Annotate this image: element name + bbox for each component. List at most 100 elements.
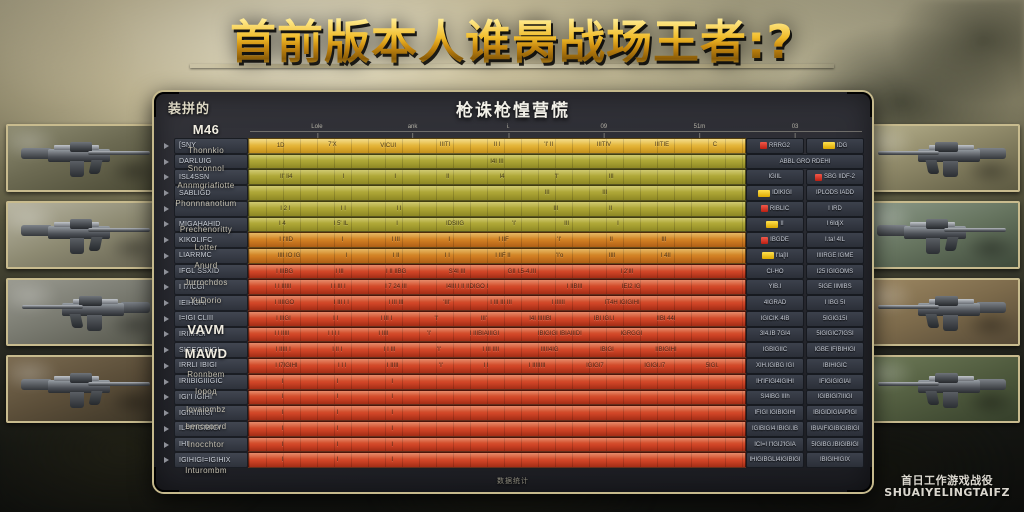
stat-bar-cell[interactable]: I 2 II II I III II [248,201,746,217]
weapon-card[interactable] [862,278,1020,346]
table-row[interactable]: IRIIIHGI I I IIIII I I I II IIII 'I' I IIIBI… [162,327,864,343]
row-label-cell[interactable]: I=IGI CLIII [174,311,248,327]
table-row[interactable]: DARLUIG I4I III ABBL GRO RDEHI [162,154,864,170]
detail-cell[interactable]: IIIIRGE IGME [806,248,864,264]
table-row[interactable]: ISL4SSN II' Ii4 I I II I4 'I' III IGIIL SBG IIDF-… [162,169,864,185]
row-label-cell[interactable]: IFGL SSXID [174,264,248,280]
detail-cell[interactable]: 5IGIBG.IBIGIBIGI [806,437,864,453]
table-row[interactable]: [SNY ௽1D 7'X ௽VICUI IIITI II I 'I' II IIITIV III… [162,138,864,154]
detail-cell[interactable]: YIB.I [746,279,804,295]
stat-bar-cell[interactable]: IIII IO IG I I II I I I IIF II 'I'o IIII I 4II [248,248,746,264]
table-row[interactable]: IEIHGHI I IIIIGO I III I II III III 'III' I … [162,295,864,311]
detail-cell[interactable]: IGBE IFIBIHIGI [806,342,864,358]
stat-bar-cell[interactable]: II' Ii4 I I II I4 'I' III [248,169,746,185]
detail-cell[interactable]: I IBG 5I [806,295,864,311]
row-label-cell[interactable]: SABLIGD [174,185,248,201]
detail-cell[interactable]: 5IGIGIC7IGSI [806,327,864,343]
table-row[interactable]: I I7ICGI I I IIIIII I I III I I 7 24 III I4I… [162,279,864,295]
table-row[interactable]: IFGL SSXID I IIIBG I III I II IIBG S'4I III G… [162,264,864,280]
detail-cell[interactable]: RRRG2 [746,138,804,154]
detail-cell[interactable]: IDIKIGI [746,185,804,201]
row-label-cell[interactable]: IGIHIGI=IGIHIX [174,452,248,468]
detail-cell[interactable]: CI-HO [746,264,804,280]
table-row[interactable]: IGIHIGI=IGIHIX I I I IHIGIBGLI4IGIBIGI IBIGIH… [162,452,864,468]
stat-bar-cell[interactable]: I IIIGI I I I III I 'I' III' I4I IIIIIBI IBI I… [248,311,746,327]
detail-cell[interactable]: 5IGIG15I [806,311,864,327]
table-row[interactable]: LIARRMC IIII IO IG I I II I II IIF II 'I'o III… [162,248,864,264]
detail-cell[interactable]: IBIHIGIC [806,358,864,374]
weapon-card[interactable]: IGIGIBIGIFIC I'I'I [862,201,1020,269]
detail-cell[interactable]: IBIAIFIGIBIGIBIGI [806,421,864,437]
row-label-cell[interactable]: IHI [174,437,248,453]
detail-cell[interactable]: IBIGIDIGIAIPIGI [806,405,864,421]
row-label-cell[interactable]: SIGEGIDIGI [174,342,248,358]
stat-bar-cell[interactable]: I IIIII I I II I I I III 'I' I III IIII IIIII… [248,342,746,358]
detail-cell[interactable]: IGIBIGI4 IBIGI.IB [746,421,804,437]
detail-cell[interactable]: I IRD [806,201,864,217]
stat-bar-cell[interactable]: I IIIBG I III I II IIBG S'4I III GII I.5-4.I… [248,264,746,280]
detail-cell[interactable]: IPLODS IADD [806,185,864,201]
detail-cell[interactable]: IFIGIGIGIAI [806,374,864,390]
stat-bar-cell[interactable]: I IIIIGO I III I II III III 'III' I III III… [248,295,746,311]
table-row[interactable]: IGI'I IGIHI I I I SI4IBG IIIh IGIBIGI7IIIGI [162,390,864,406]
detail-cell[interactable]: IHIGIBGLI4IGIBIGI [746,452,804,468]
table-row[interactable]: IRRLI IBIGI I I7IGIHI I I II IIIII 'I' I II … [162,358,864,374]
row-label-cell[interactable]: KIKOLIFC [174,232,248,248]
table-row[interactable]: MIGAHAHID I 4I 5' IL I IDSIIG 'I' III I II I 6Id… [162,217,864,233]
detail-cell[interactable]: IBGDE [746,232,804,248]
row-label-cell[interactable]: DARLUIG [174,154,248,170]
stat-bar-cell[interactable]: III [248,374,746,390]
stat-bar-cell[interactable]: III [248,405,746,421]
row-label-cell[interactable]: ISL4SSN [174,169,248,185]
weapon-card[interactable] [6,355,164,423]
row-label-cell[interactable]: IL=I7IGIBIGI [174,421,248,437]
row-label-cell[interactable]: IRIIIHGI [174,327,248,343]
stat-bar-cell[interactable]: III [248,390,746,406]
detail-cell[interactable]: SBG IIDF-2 [806,169,864,185]
weapon-card[interactable] [862,124,1020,192]
detail-cell[interactable]: IDG [806,138,864,154]
stat-bar-cell[interactable]: I 4I 5' IL I IDSIIG 'I' III I [248,217,746,233]
detail-cell[interactable]: 4IGRAD [746,295,804,311]
stat-bar-cell[interactable]: III [248,452,746,468]
detail-cell[interactable]: XIH.IGIBG IGI [746,358,804,374]
stat-bar-cell[interactable]: III [248,437,746,453]
table-row[interactable]: SIGEGIDIGI I IIIII II II II I III 'I' I III… [162,342,864,358]
stat-bar-cell[interactable]: ௽1D 7'X ௽VICUI IIITI II I 'I' II IIITIV IIITIE C [248,138,746,154]
detail-cell[interactable]: SI4IBG IIIh [746,390,804,406]
detail-cell[interactable]: ICI=I I'IGIJ'IGIA [746,437,804,453]
stat-bar-cell[interactable]: III III [248,185,746,201]
table-row[interactable]: IL=I7IGIBIGI I I I IGIBIGI4 IBIGI.IB IBIAIFIG… [162,421,864,437]
table-row[interactable]: I=IGI CLIII I IIIGI I II III I 'I' III' I4I I… [162,311,864,327]
weapon-card[interactable] [6,124,164,192]
weapon-card[interactable] [862,355,1020,423]
row-label-cell[interactable]: IEIHGHI [174,295,248,311]
detail-cell[interactable]: 3I4.IB 7GI4 [746,327,804,343]
detail-cell[interactable]: IGIIL [746,169,804,185]
table-row[interactable]: KIKOLIFC I I'IID I I III I I IIF 'I' II III IBGDE… [162,232,864,248]
stat-bar-cell[interactable]: I I IIIIII I I III I I 7 24 III I4III I II … [248,279,746,295]
weapon-card[interactable] [6,278,164,346]
stat-bar-cell[interactable]: I I7IGIHI I I I I IIIII 'I' I I I IIIIIIII IGI… [248,358,746,374]
table-row[interactable]: I 2 II II I III II RIBLIC I IRD [162,201,864,217]
row-label-cell[interactable] [174,201,248,217]
row-label-cell[interactable]: I I7ICGI [174,279,248,295]
detail-cell[interactable]: RIBLIC [746,201,804,217]
row-label-cell[interactable]: IGIHIIIIIGI [174,405,248,421]
table-row[interactable]: IHI I I I ICI=I I'IGIJ'IGIA 5IGIBG.IBIGIBIGI [162,437,864,453]
detail-cell[interactable]: I25 IGIGOMS [806,264,864,280]
stat-bar-cell[interactable]: I I'IID I I III I I IIF 'I' II III [248,232,746,248]
detail-cell[interactable]: IGIBIGI7IIIGI [806,390,864,406]
row-label-cell[interactable]: IGI'I IGIHI [174,390,248,406]
weapon-card[interactable]: IRNIFIYD [6,201,164,269]
detail-cell[interactable]: ABBL GRO RDEHI [746,154,864,170]
detail-cell[interactable]: 5IGE IIMIBS [806,279,864,295]
detail-cell[interactable]: IBIGIHIGIX [806,452,864,468]
table-row[interactable]: IRIIBIGIIIGIC I I I IH'IFIGI4IGIHI IFIGIGIGIA… [162,374,864,390]
detail-cell[interactable]: IGICIK 4IB [746,311,804,327]
row-label-cell[interactable]: IRRLI IBIGI [174,358,248,374]
detail-cell[interactable]: I 6IdjX [806,217,864,233]
table-row[interactable]: SABLIGD III III IDIKIGI IPLODS IADD [162,185,864,201]
detail-cell[interactable]: I'Ia[II [746,248,804,264]
row-label-cell[interactable]: IRIIBIGIIIGIC [174,374,248,390]
